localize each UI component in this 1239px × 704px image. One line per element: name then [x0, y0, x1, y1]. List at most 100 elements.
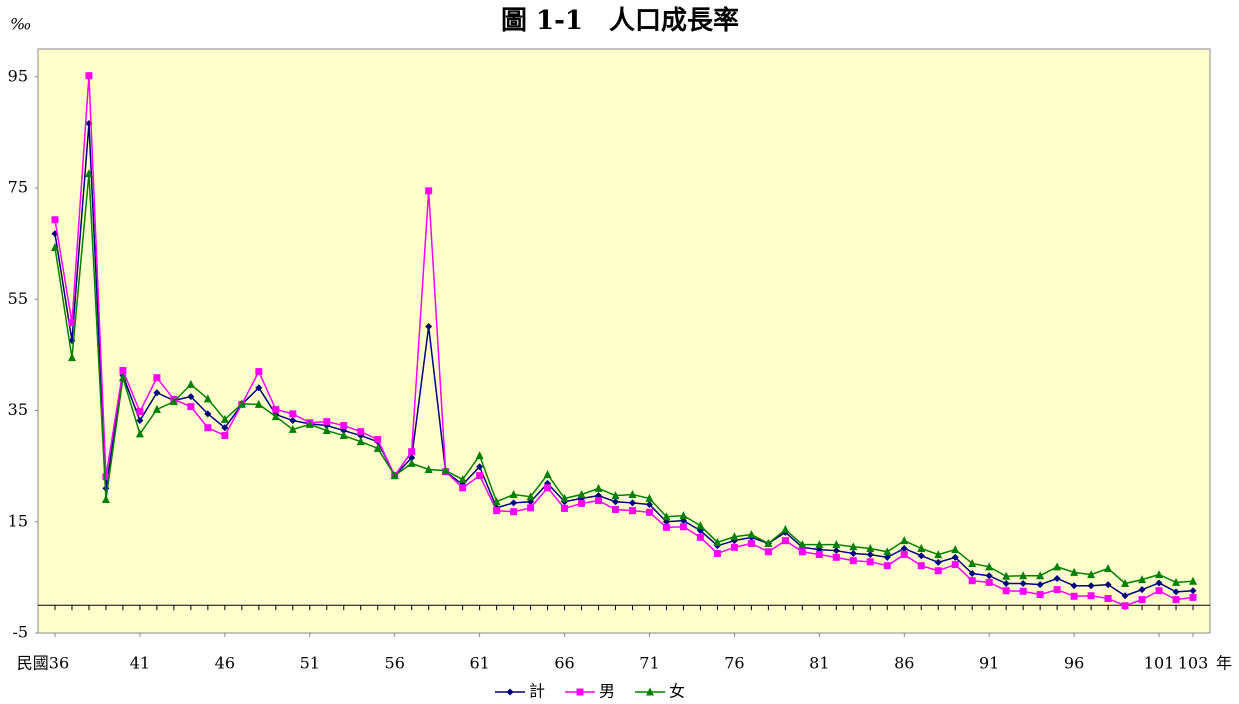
- point: [1189, 576, 1198, 585]
- x-tick-label: 101: [1144, 654, 1175, 673]
- legend-label: 女: [669, 682, 685, 701]
- point: [289, 417, 297, 425]
- legend-label: 計: [529, 682, 545, 701]
- point: [1053, 586, 1061, 594]
- point: [934, 558, 942, 566]
- point: [1104, 563, 1113, 572]
- y-tick-label: -5: [12, 623, 28, 642]
- point: [696, 521, 705, 530]
- point: [594, 483, 603, 492]
- point: [1087, 570, 1096, 579]
- point: [271, 412, 280, 421]
- point: [883, 562, 891, 570]
- point: [101, 495, 110, 504]
- point: [560, 493, 569, 502]
- point: [458, 474, 467, 483]
- point: [526, 492, 535, 501]
- point: [441, 466, 450, 475]
- point: [67, 353, 76, 362]
- point: [135, 429, 144, 438]
- point: [968, 558, 977, 567]
- point: [696, 533, 704, 541]
- x-tick-label: 76: [724, 654, 744, 673]
- point: [832, 547, 840, 555]
- point: [221, 424, 229, 432]
- point: [1036, 571, 1045, 580]
- series: [51, 72, 1197, 610]
- point: [408, 448, 416, 456]
- point: [84, 169, 93, 178]
- point: [815, 551, 823, 559]
- point: [305, 419, 314, 428]
- y-axis-label: ‰: [10, 15, 31, 34]
- point: [136, 408, 144, 416]
- point: [68, 319, 76, 327]
- point: [1155, 587, 1163, 595]
- point: [730, 543, 738, 551]
- point: [1070, 567, 1079, 576]
- point: [459, 484, 467, 492]
- point: [357, 428, 365, 436]
- point: [577, 490, 586, 499]
- point: [1138, 575, 1147, 584]
- point: [492, 497, 501, 506]
- point: [628, 499, 636, 507]
- point: [85, 72, 93, 80]
- point: [1019, 587, 1027, 595]
- point: [1070, 592, 1078, 600]
- point: [730, 532, 739, 541]
- point: [373, 443, 382, 452]
- x-tick-label: 56: [385, 654, 405, 673]
- point: [866, 543, 875, 552]
- point: [747, 530, 756, 539]
- point: [968, 577, 976, 585]
- y-tick-label: 55: [8, 289, 28, 308]
- legend-item: 女: [635, 682, 685, 701]
- point: [578, 499, 586, 507]
- point: [424, 464, 433, 473]
- point: [883, 553, 891, 561]
- point: [102, 473, 110, 481]
- x-tick-label: 103: [1178, 654, 1209, 673]
- y-tick-label: 95: [8, 66, 28, 85]
- point: [50, 243, 59, 252]
- point: [476, 472, 484, 480]
- point: [934, 567, 942, 575]
- point: [917, 552, 925, 560]
- point: [985, 562, 994, 571]
- point: [119, 366, 127, 374]
- point: [475, 451, 484, 460]
- line: [54, 173, 1194, 585]
- point: [662, 512, 671, 521]
- point: [1189, 593, 1197, 601]
- legend-marker: [576, 688, 584, 696]
- point: [951, 561, 959, 569]
- x-tick-label: 66: [554, 654, 574, 673]
- chart-title: 圖 1-1 人口成長率: [501, 5, 739, 36]
- point: [221, 432, 229, 440]
- point: [1002, 579, 1010, 587]
- point: [493, 507, 501, 515]
- point: [713, 537, 722, 546]
- point: [1087, 592, 1095, 600]
- point: [679, 511, 688, 520]
- point: [645, 508, 653, 516]
- point: [1019, 579, 1027, 587]
- point: [798, 540, 807, 549]
- point: [408, 454, 416, 462]
- point: [51, 216, 59, 224]
- x-tick-label: 96: [1064, 654, 1084, 673]
- point: [187, 393, 195, 401]
- point: [152, 404, 161, 413]
- y-tick-label: 35: [8, 400, 28, 419]
- point: [153, 374, 161, 382]
- point: [815, 540, 824, 549]
- legend-item: 計: [495, 682, 545, 701]
- point: [713, 549, 721, 557]
- point: [628, 490, 637, 499]
- point: [1002, 571, 1011, 580]
- point: [118, 373, 127, 382]
- point: [917, 562, 925, 570]
- point: [169, 397, 178, 406]
